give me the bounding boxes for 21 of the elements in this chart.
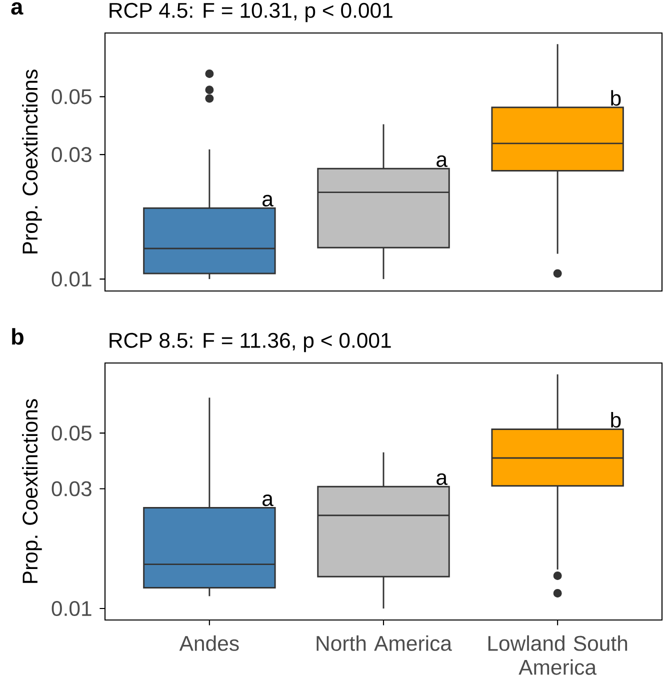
text: a	[11, 2, 24, 15]
y-tick-label: 0.01	[52, 272, 92, 287]
y-tick-label: 0.05	[52, 89, 92, 104]
x-tick-label: Lowland South America	[488, 635, 628, 675]
y-tick-label: 0.05	[52, 426, 92, 441]
y-axis-title: Prop. Coextinctions	[22, 399, 42, 583]
annotation: a	[436, 155, 448, 168]
y-tick-label: 0.01	[52, 601, 92, 616]
text: b	[12, 328, 24, 345]
y-axis-title: Prop. Coextinctions	[22, 70, 42, 254]
chart-title: RCP 8.5: F = 11.36, p < 0.001	[110, 332, 391, 352]
annotation: b	[611, 412, 621, 428]
x-tick-label: Andes	[179, 635, 239, 651]
annotation: b	[611, 90, 621, 106]
annotation: a	[262, 494, 274, 506]
y-tick-label: 0.03	[52, 147, 92, 162]
annotation: a	[262, 194, 274, 207]
annotation: a	[436, 473, 448, 486]
chart-title: RCP 4.5: F = 10.31, p < 0.001	[110, 2, 392, 22]
y-tick-label: 0.03	[52, 481, 92, 496]
x-tick-label: North America	[316, 635, 452, 651]
